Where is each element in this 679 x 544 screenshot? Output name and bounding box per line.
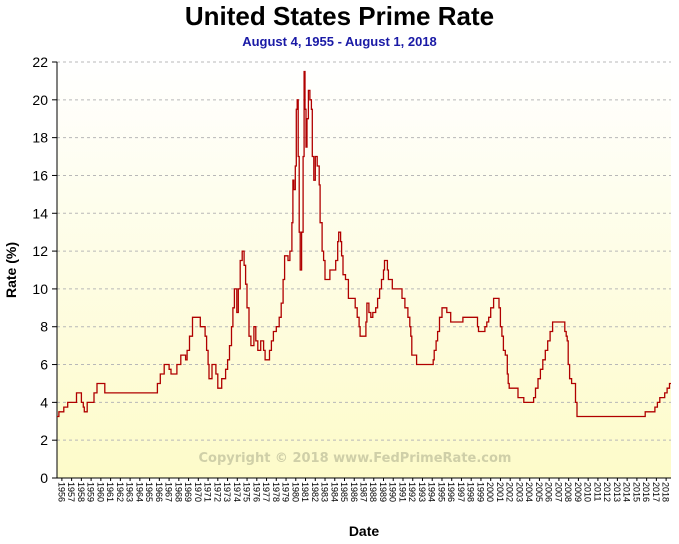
x-tick-label: 1956 bbox=[56, 482, 66, 502]
y-tick-label: 10 bbox=[32, 281, 48, 297]
x-tick-label: 1991 bbox=[397, 482, 407, 502]
x-tick-label: 2018 bbox=[661, 482, 671, 502]
x-tick-label: 1967 bbox=[164, 482, 174, 502]
x-tick-label: 1964 bbox=[134, 482, 144, 502]
x-tick-label: 2017 bbox=[651, 482, 661, 502]
y-tick-label: 6 bbox=[40, 357, 48, 373]
y-tick-label: 8 bbox=[40, 319, 48, 335]
x-tick-label: 2003 bbox=[514, 482, 524, 502]
x-tick-label: 1985 bbox=[339, 482, 349, 502]
y-tick-label: 0 bbox=[40, 470, 48, 486]
x-tick-label: 2008 bbox=[563, 482, 573, 502]
chart-subtitle: August 4, 1955 - August 1, 2018 bbox=[242, 34, 437, 49]
x-tick-label: 1963 bbox=[125, 482, 135, 502]
x-tick-label: 1989 bbox=[378, 482, 388, 502]
x-tick-label: 1960 bbox=[95, 482, 105, 502]
y-tick-label: 20 bbox=[32, 92, 48, 108]
watermark: Copyright © 2018 www.FedPrimeRate.com bbox=[199, 451, 512, 466]
y-tick-label: 18 bbox=[32, 130, 48, 146]
series-line bbox=[57, 70, 671, 418]
x-tick-label: 1979 bbox=[281, 482, 291, 502]
y-tick-label: 2 bbox=[40, 432, 48, 448]
y-tick-label: 16 bbox=[32, 167, 48, 183]
x-tick-label: 1997 bbox=[456, 482, 466, 502]
x-tick-label: 1958 bbox=[76, 482, 86, 502]
y-tick-label: 22 bbox=[32, 54, 48, 70]
x-tick-label: 2010 bbox=[583, 482, 593, 502]
x-tick-label: 2013 bbox=[612, 482, 622, 502]
x-tick-label: 1971 bbox=[203, 482, 213, 502]
x-tick-label: 1968 bbox=[173, 482, 183, 502]
x-tick-label: 1977 bbox=[261, 482, 271, 502]
y-tick-label: 12 bbox=[32, 243, 48, 259]
x-tick-label: 1992 bbox=[407, 482, 417, 502]
x-tick-label: 1965 bbox=[144, 482, 154, 502]
x-tick-label: 1978 bbox=[271, 482, 281, 502]
x-tick-label: 1973 bbox=[222, 482, 232, 502]
x-axis-label: Date bbox=[349, 523, 380, 539]
x-tick-label: 1976 bbox=[251, 482, 261, 502]
x-tick-label: 1974 bbox=[232, 482, 242, 502]
x-tick-label: 1966 bbox=[154, 482, 164, 502]
x-tick-label: 1994 bbox=[427, 482, 437, 502]
x-tick-label: 1982 bbox=[310, 482, 320, 502]
x-tick-label: 2001 bbox=[495, 482, 505, 502]
x-tick-label: 1988 bbox=[368, 482, 378, 502]
x-tick-label: 2000 bbox=[485, 482, 495, 502]
x-tick-label: 2002 bbox=[505, 482, 515, 502]
x-tick-label: 1970 bbox=[193, 482, 203, 502]
x-tick-label: 2005 bbox=[534, 482, 544, 502]
x-tick-label: 1981 bbox=[300, 482, 310, 502]
x-tick-label: 2009 bbox=[573, 482, 583, 502]
x-tick-label: 1962 bbox=[115, 482, 125, 502]
x-tick-label: 2015 bbox=[631, 482, 641, 502]
x-tick-label: 2004 bbox=[524, 482, 534, 502]
x-tick-label: 2014 bbox=[622, 482, 632, 502]
x-tick-label: 1975 bbox=[242, 482, 252, 502]
x-tick-label: 2012 bbox=[602, 482, 612, 502]
x-tick-label: 1983 bbox=[320, 482, 330, 502]
x-tick-label: 1998 bbox=[466, 482, 476, 502]
x-tick-label: 1996 bbox=[446, 482, 456, 502]
x-tick-label: 1987 bbox=[359, 482, 369, 502]
x-tick-label: 2016 bbox=[641, 482, 651, 502]
x-tick-label: 1972 bbox=[212, 482, 222, 502]
chart-title: United States Prime Rate bbox=[184, 1, 495, 31]
x-tick-label: 1969 bbox=[183, 482, 193, 502]
x-tick-label: 1986 bbox=[349, 482, 359, 502]
plot-background bbox=[57, 62, 671, 478]
x-tick-label: 2007 bbox=[553, 482, 563, 502]
y-tick-label: 14 bbox=[32, 205, 48, 221]
x-tick-label: 1959 bbox=[86, 482, 96, 502]
x-tick-label: 1999 bbox=[475, 482, 485, 502]
x-tick-label: 1993 bbox=[417, 482, 427, 502]
x-tick-label: 1980 bbox=[290, 482, 300, 502]
x-tick-label: 2011 bbox=[592, 482, 602, 501]
x-tick-label: 1984 bbox=[329, 482, 339, 502]
y-axis-label: Rate (%) bbox=[3, 242, 19, 298]
x-tick-label: 2006 bbox=[544, 482, 554, 502]
x-tick-label: 1957 bbox=[66, 482, 76, 502]
x-tick-label: 1961 bbox=[105, 482, 115, 502]
y-tick-label: 4 bbox=[40, 394, 48, 410]
x-tick-label: 1990 bbox=[388, 482, 398, 502]
x-tick-label: 1995 bbox=[436, 482, 446, 502]
